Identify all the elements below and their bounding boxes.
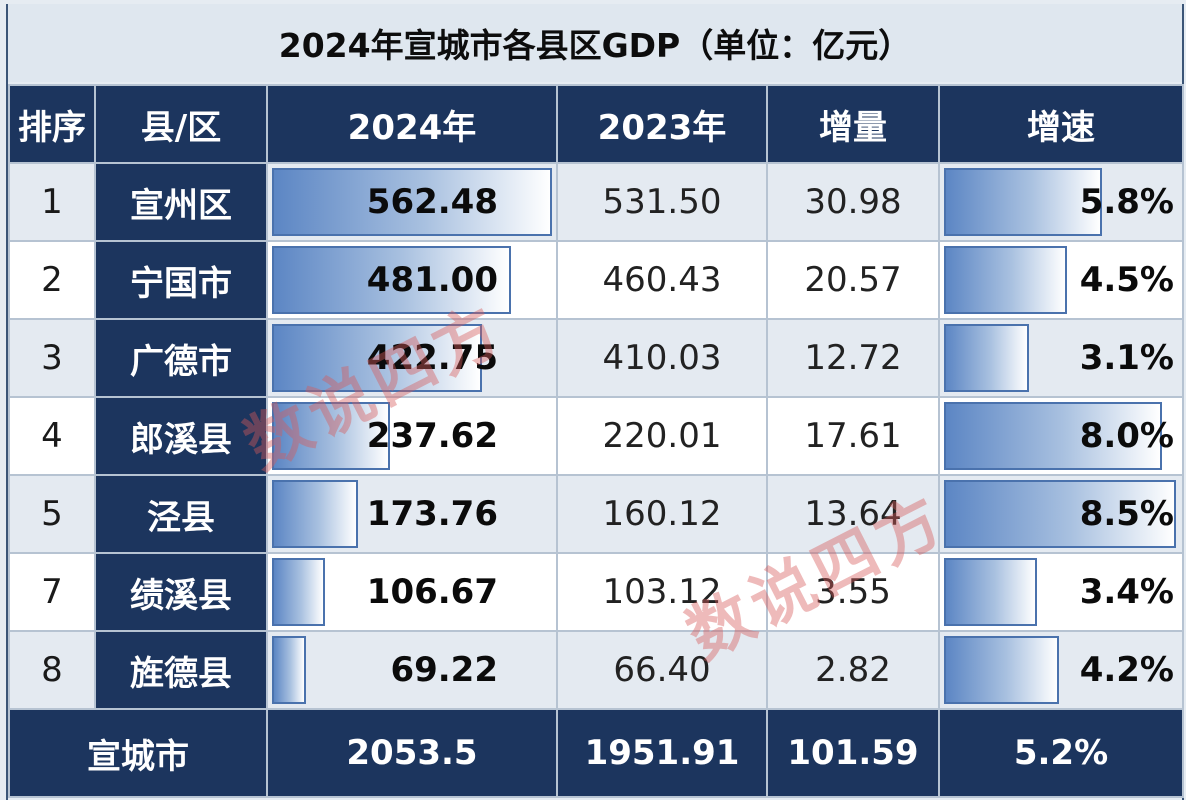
gdp-2023-cell: 410.03 bbox=[556, 318, 768, 398]
gdp-table: 排序 县/区 2024年 2023年 增量 增速 1 宣州区 562.48 531.5… bbox=[8, 84, 1184, 798]
growth-cell: 8.5% bbox=[938, 474, 1184, 554]
growth-data-bar bbox=[944, 246, 1067, 314]
gdp-table-frame: 2024年宣城市各县区GDP（单位：亿元） 排序 县/区 2024年 2023年… bbox=[6, 4, 1184, 800]
gdp-2024-cell: 69.22 bbox=[266, 630, 558, 710]
gdp-2024-value: 173.76 bbox=[366, 494, 498, 534]
rank-cell: 3 bbox=[8, 318, 96, 398]
table-row: 1 宣州区 562.48 531.50 30.98 5.8% bbox=[8, 162, 1184, 242]
growth-data-bar bbox=[944, 480, 1176, 548]
growth-data-bar bbox=[944, 324, 1029, 392]
total-gdp-2023: 1951.91 bbox=[556, 708, 768, 798]
gdp-2024-cell: 422.75 bbox=[266, 318, 558, 398]
gdp-2024-cell: 237.62 bbox=[266, 396, 558, 476]
growth-value: 8.5% bbox=[1079, 494, 1174, 534]
growth-value: 3.4% bbox=[1079, 572, 1174, 612]
gdp-2024-value: 481.00 bbox=[366, 260, 498, 300]
table-body: 1 宣州区 562.48 531.50 30.98 5.8% 2 宁国市 481.00 460.4… bbox=[8, 162, 1184, 710]
header-row: 排序 县/区 2024年 2023年 增量 增速 bbox=[8, 84, 1184, 164]
rank-cell: 5 bbox=[8, 474, 96, 554]
county-name-cell: 泾县 bbox=[94, 474, 268, 554]
growth-value: 4.5% bbox=[1079, 260, 1174, 300]
total-gdp-2024: 2053.5 bbox=[266, 708, 558, 798]
growth-cell: 5.8% bbox=[938, 162, 1184, 242]
gdp-2024-value: 69.22 bbox=[390, 650, 498, 690]
header-rank: 排序 bbox=[8, 84, 96, 164]
gdp-data-bar bbox=[272, 168, 552, 236]
table-row: 8 旌德县 69.22 66.40 2.82 4.2% bbox=[8, 630, 1184, 710]
gdp-2023-cell: 103.12 bbox=[556, 552, 768, 632]
increase-cell: 2.82 bbox=[766, 630, 940, 710]
county-name-cell: 郎溪县 bbox=[94, 396, 268, 476]
growth-data-bar bbox=[944, 558, 1037, 626]
rank-cell: 4 bbox=[8, 396, 96, 476]
gdp-data-bar bbox=[272, 558, 326, 626]
gdp-2023-cell: 460.43 bbox=[556, 240, 768, 320]
county-name-cell: 宁国市 bbox=[94, 240, 268, 320]
gdp-2024-cell: 173.76 bbox=[266, 474, 558, 554]
growth-value: 5.8% bbox=[1079, 182, 1174, 222]
growth-data-bar bbox=[944, 636, 1059, 704]
growth-cell: 3.4% bbox=[938, 552, 1184, 632]
table-row: 3 广德市 422.75 410.03 12.72 3.1% bbox=[8, 318, 1184, 398]
increase-cell: 12.72 bbox=[766, 318, 940, 398]
increase-cell: 20.57 bbox=[766, 240, 940, 320]
growth-data-bar bbox=[944, 402, 1163, 470]
total-increase: 101.59 bbox=[766, 708, 940, 798]
county-name-cell: 宣州区 bbox=[94, 162, 268, 242]
increase-cell: 17.61 bbox=[766, 396, 940, 476]
growth-cell: 4.2% bbox=[938, 630, 1184, 710]
total-name: 宣城市 bbox=[8, 708, 268, 798]
growth-cell: 4.5% bbox=[938, 240, 1184, 320]
gdp-data-bar bbox=[272, 636, 307, 704]
gdp-data-bar bbox=[272, 246, 512, 314]
growth-data-bar bbox=[944, 168, 1103, 236]
table-row: 4 郎溪县 237.62 220.01 17.61 8.0% bbox=[8, 396, 1184, 476]
gdp-2023-cell: 66.40 bbox=[556, 630, 768, 710]
gdp-data-bar bbox=[272, 480, 359, 548]
gdp-data-bar bbox=[272, 402, 391, 470]
rank-cell: 2 bbox=[8, 240, 96, 320]
table-row: 5 泾县 173.76 160.12 13.64 8.5% bbox=[8, 474, 1184, 554]
increase-cell: 3.55 bbox=[766, 552, 940, 632]
gdp-2024-cell: 562.48 bbox=[266, 162, 558, 242]
growth-value: 8.0% bbox=[1079, 416, 1174, 456]
increase-cell: 30.98 bbox=[766, 162, 940, 242]
table-row: 2 宁国市 481.00 460.43 20.57 4.5% bbox=[8, 240, 1184, 320]
rank-cell: 8 bbox=[8, 630, 96, 710]
table-title: 2024年宣城市各县区GDP（单位：亿元） bbox=[8, 4, 1182, 82]
increase-cell: 13.64 bbox=[766, 474, 940, 554]
gdp-2024-value: 237.62 bbox=[366, 416, 498, 456]
table-row: 7 绩溪县 106.67 103.12 3.55 3.4% bbox=[8, 552, 1184, 632]
gdp-2024-value: 422.75 bbox=[366, 338, 498, 378]
county-name-cell: 广德市 bbox=[94, 318, 268, 398]
header-increase: 增量 bbox=[766, 84, 940, 164]
growth-cell: 8.0% bbox=[938, 396, 1184, 476]
gdp-2024-cell: 481.00 bbox=[266, 240, 558, 320]
gdp-2023-cell: 220.01 bbox=[556, 396, 768, 476]
total-growth: 5.2% bbox=[938, 708, 1184, 798]
header-gdp-2023: 2023年 bbox=[556, 84, 768, 164]
rank-cell: 1 bbox=[8, 162, 96, 242]
gdp-2024-value: 562.48 bbox=[366, 182, 498, 222]
rank-cell: 7 bbox=[8, 552, 96, 632]
header-growth: 增速 bbox=[938, 84, 1184, 164]
header-gdp-2024: 2024年 bbox=[266, 84, 558, 164]
total-row: 宣城市 2053.5 1951.91 101.59 5.2% bbox=[8, 708, 1184, 798]
county-name-cell: 绩溪县 bbox=[94, 552, 268, 632]
gdp-data-bar bbox=[272, 324, 483, 392]
growth-cell: 3.1% bbox=[938, 318, 1184, 398]
growth-value: 4.2% bbox=[1079, 650, 1174, 690]
gdp-2023-cell: 160.12 bbox=[556, 474, 768, 554]
header-county: 县/区 bbox=[94, 84, 268, 164]
growth-value: 3.1% bbox=[1079, 338, 1174, 378]
gdp-2024-value: 106.67 bbox=[366, 572, 498, 612]
gdp-2023-cell: 531.50 bbox=[556, 162, 768, 242]
county-name-cell: 旌德县 bbox=[94, 630, 268, 710]
gdp-2024-cell: 106.67 bbox=[266, 552, 558, 632]
